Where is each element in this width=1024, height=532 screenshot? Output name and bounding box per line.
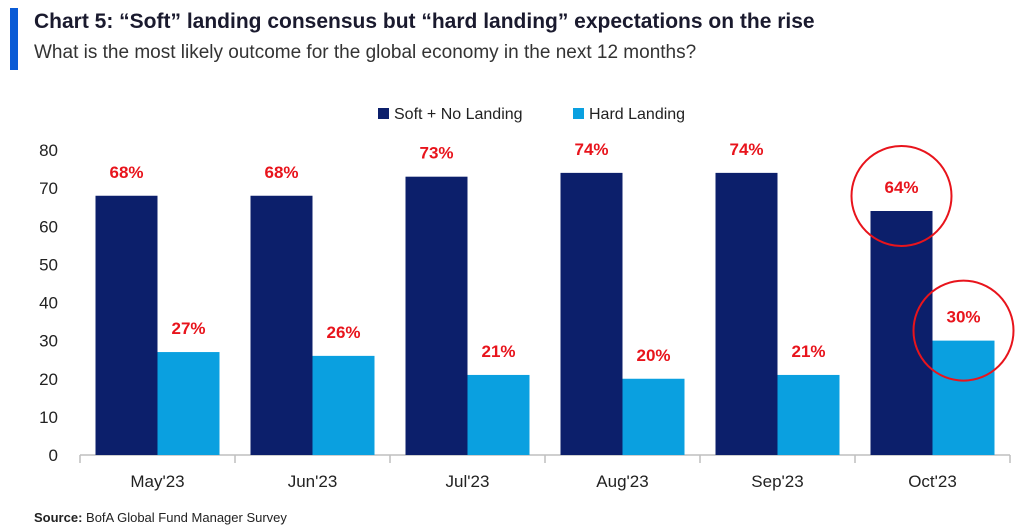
x-tick-label: Aug'23: [596, 472, 648, 491]
data-label-soft: 68%: [264, 163, 298, 182]
y-tick-label: 30: [39, 332, 58, 351]
legend-swatch-hard: [573, 108, 584, 119]
bar-soft-no-landing: [715, 172, 778, 455]
data-label-hard: 27%: [171, 319, 205, 338]
chart-subtitle: What is the most likely outcome for the …: [34, 42, 697, 63]
y-tick-label: 20: [39, 370, 58, 389]
highlight-circle-soft: [850, 145, 953, 247]
bar-hard-landing: [157, 352, 220, 455]
x-tick-label: May'23: [130, 472, 184, 491]
bar-soft-no-landing: [250, 195, 313, 455]
y-tick-label: 10: [39, 408, 58, 427]
data-label-hard: 21%: [791, 342, 825, 361]
x-tick-label: Jul'23: [446, 472, 490, 491]
source-note: Source: BofA Global Fund Manager Survey: [34, 510, 287, 525]
x-tick-label: Sep'23: [751, 472, 803, 491]
data-label-hard: 21%: [481, 342, 515, 361]
bar-hard-landing: [622, 378, 685, 455]
legend-label-hard: Hard Landing: [589, 106, 685, 123]
data-label-soft: 68%: [109, 163, 143, 182]
highlight-circle-hard: [912, 279, 1015, 382]
data-label-soft: 64%: [884, 178, 918, 197]
bar-soft-no-landing: [95, 195, 158, 455]
data-label-hard: 30%: [946, 308, 980, 327]
bar-hard-landing: [312, 355, 375, 455]
y-tick-label: 60: [39, 217, 58, 236]
y-tick-label: 0: [49, 446, 58, 465]
legend-label-soft: Soft + No Landing: [394, 106, 523, 123]
source-label: Source:: [34, 510, 83, 525]
chart-title: Chart 5: “Soft” landing consensus but “h…: [34, 10, 815, 33]
bar-soft-no-landing: [560, 172, 623, 455]
data-label-soft: 74%: [574, 140, 608, 159]
bar-hard-landing: [467, 374, 530, 455]
data-label-soft: 74%: [729, 140, 763, 159]
x-tick-label: Jun'23: [288, 472, 338, 491]
bar-hard-landing: [932, 340, 995, 455]
y-tick-label: 50: [39, 255, 58, 274]
bar-hard-landing: [777, 374, 840, 455]
y-tick-label: 80: [39, 141, 58, 160]
bar-soft-no-landing: [405, 176, 468, 455]
source-text: BofA Global Fund Manager Survey: [82, 510, 287, 525]
x-tick-label: Oct'23: [908, 472, 957, 491]
y-tick-label: 70: [39, 179, 58, 198]
data-label-hard: 20%: [636, 346, 670, 365]
legend-swatch-soft: [378, 108, 389, 119]
bar-soft-no-landing: [870, 211, 933, 455]
data-label-hard: 26%: [326, 323, 360, 342]
title-accent-bar: [10, 8, 18, 70]
y-tick-label: 40: [39, 294, 58, 313]
data-label-soft: 73%: [419, 144, 453, 163]
